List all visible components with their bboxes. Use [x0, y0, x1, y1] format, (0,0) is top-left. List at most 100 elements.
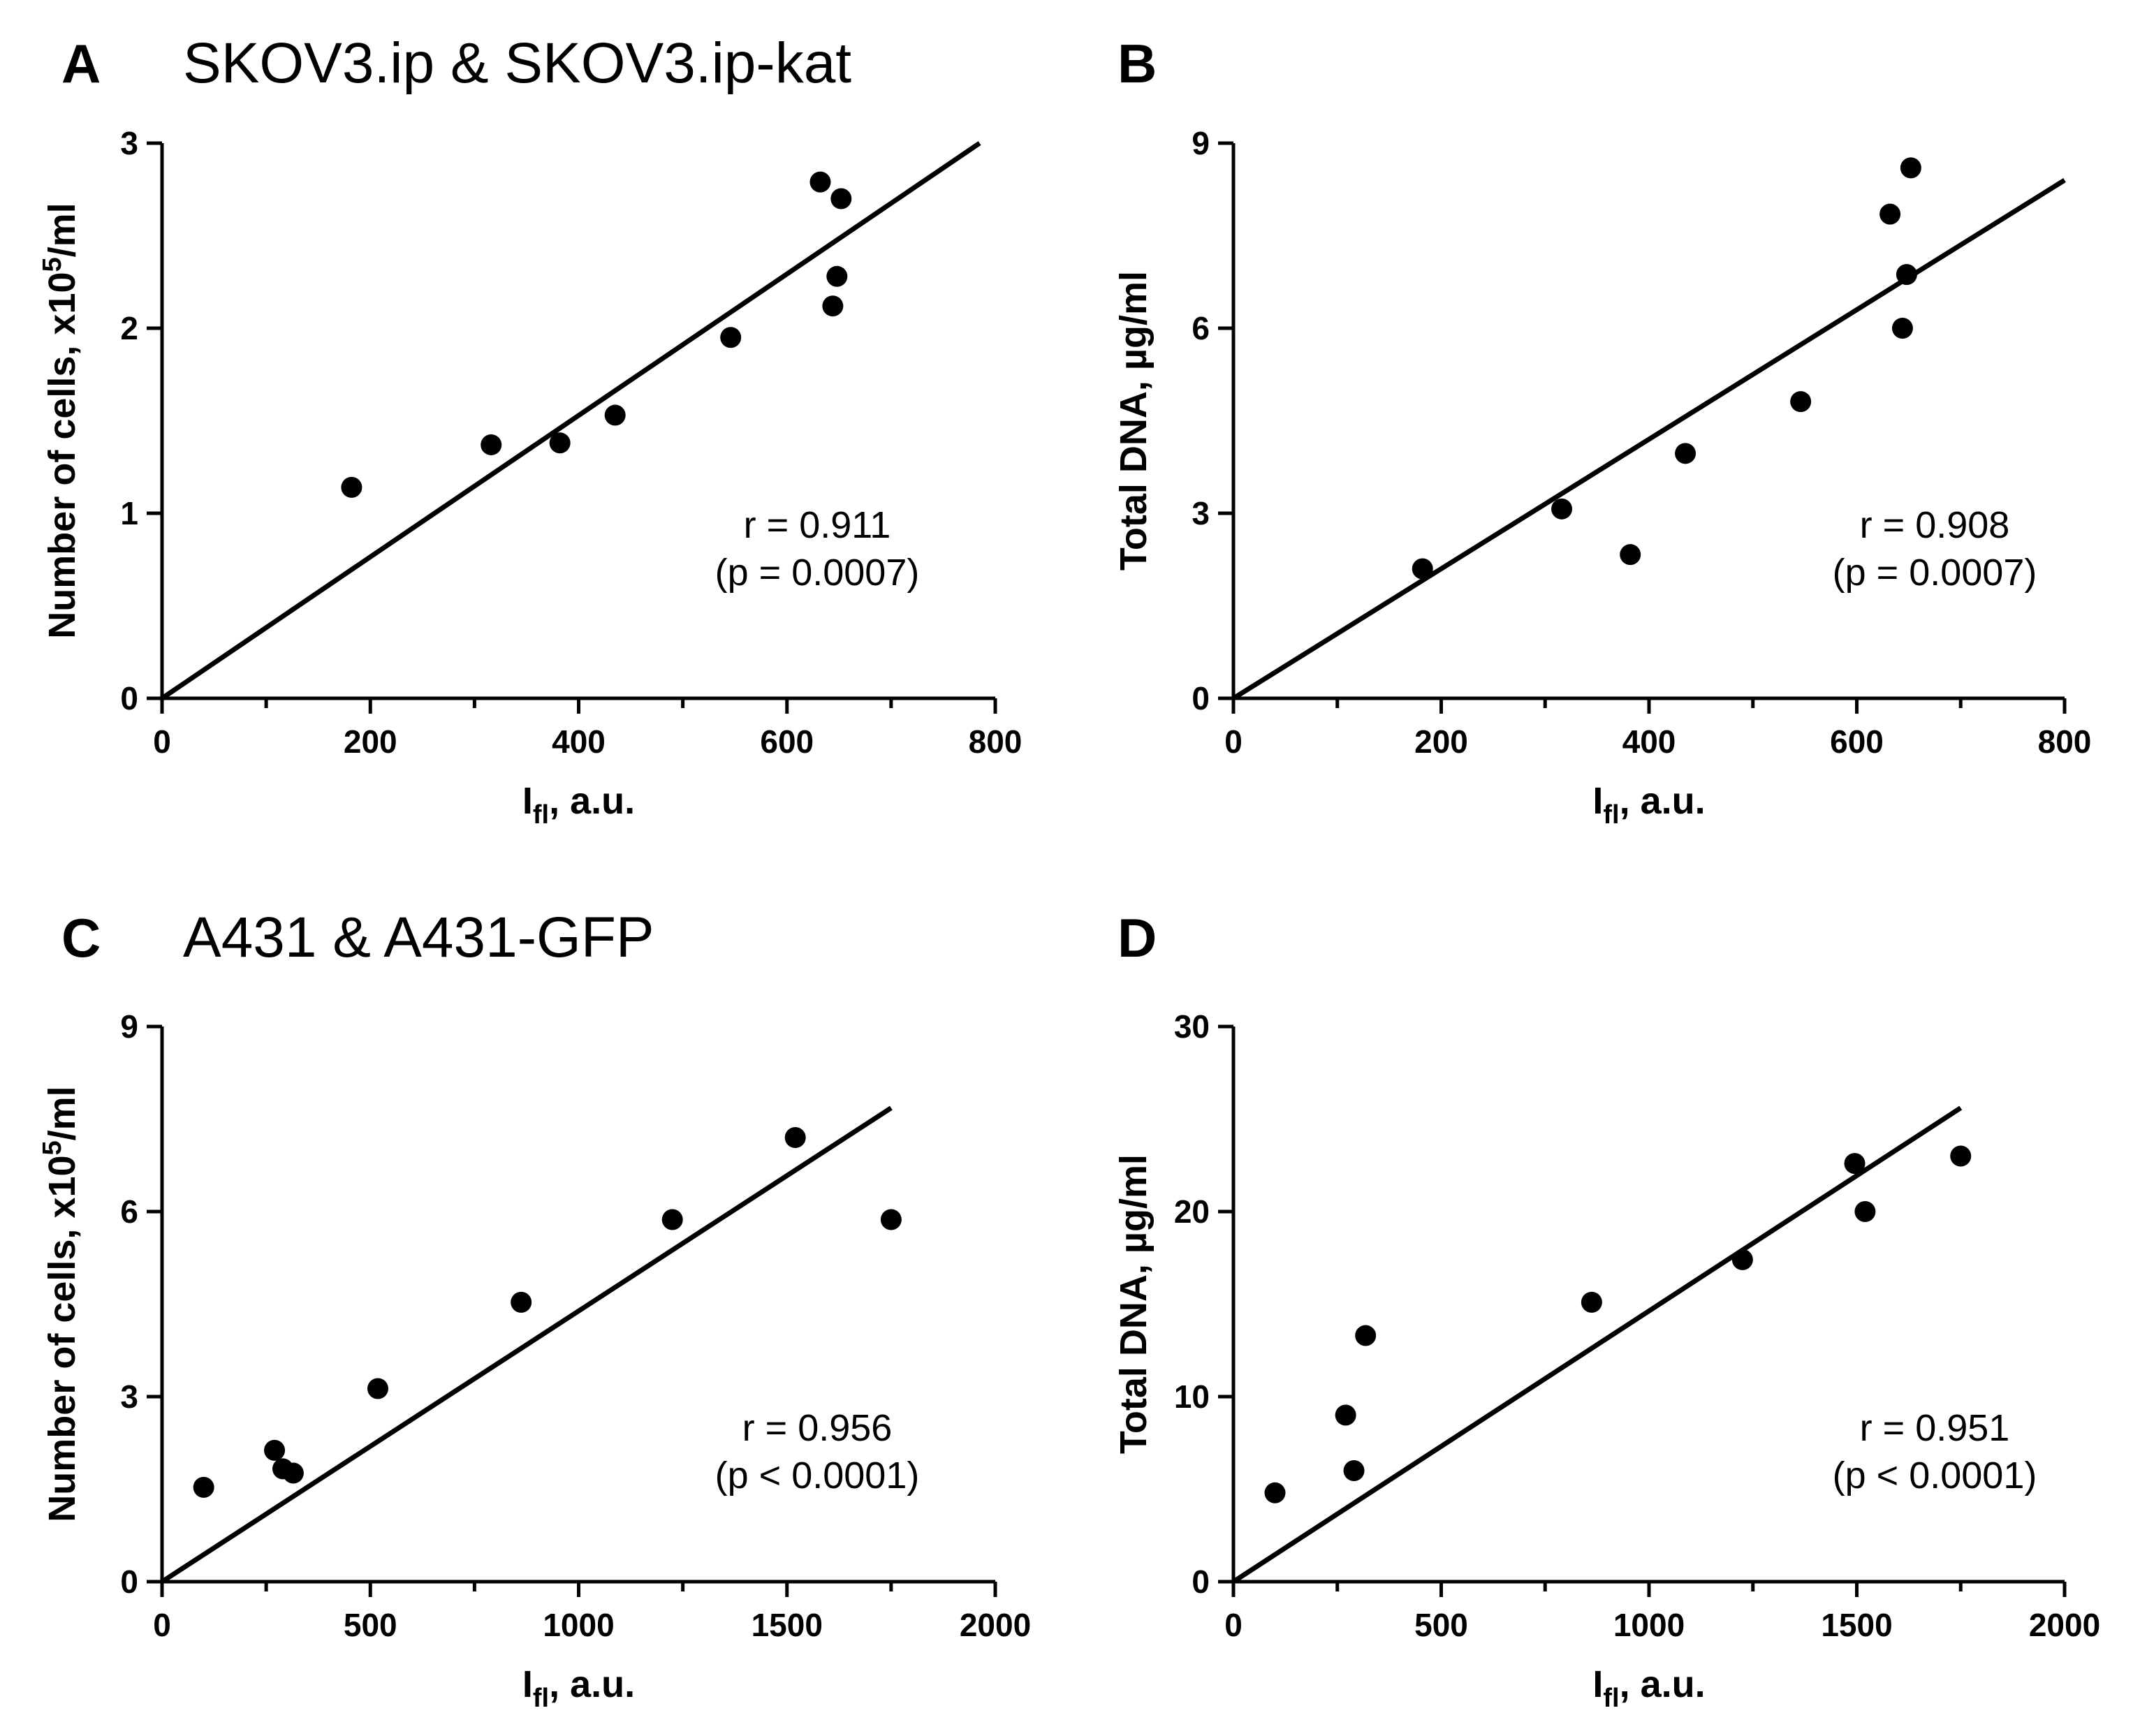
y-label-rest-a: /ml [41, 203, 83, 257]
data-point-d [1581, 1291, 1602, 1313]
y-label-sup-c: 5 [38, 1140, 67, 1155]
x-label-rest-d: , a.u. [1620, 1663, 1706, 1705]
x-tick-label-b: 0 [1224, 723, 1243, 760]
x-axis-label-b: Ifl, a.u. [1592, 780, 1705, 830]
x-tick-label-c: 1500 [752, 1607, 823, 1643]
data-point-d [1264, 1482, 1286, 1503]
y-label-main-d: Total DNA, µg/ml [1113, 1154, 1155, 1454]
x-label-main-b: I [1592, 780, 1603, 822]
x-tick-label-d: 500 [1414, 1607, 1468, 1643]
y-tick-label-c: 6 [120, 1193, 138, 1230]
regression-line-c [161, 1105, 893, 1584]
y-axis-label-d: Total DNA, µg/ml [1113, 1154, 1155, 1454]
data-point-b [1790, 391, 1812, 413]
regression-line-d [1232, 1105, 1963, 1584]
x-label-sub-a: fl [533, 800, 549, 830]
x-tick-label-d: 1500 [1821, 1607, 1892, 1643]
x-axis-label-a: Ifl, a.u. [522, 780, 635, 830]
y-tick-label-a: 3 [120, 125, 138, 161]
data-point-b [1551, 498, 1573, 520]
data-point-a [341, 476, 362, 498]
x-tick-label-b: 200 [1414, 723, 1468, 760]
x-tick-label-a: 800 [969, 723, 1023, 760]
y-tick-label-a: 1 [120, 495, 138, 531]
data-point-a [549, 432, 571, 454]
x-tick-label-c: 0 [153, 1607, 171, 1643]
chart-title-c: A431 & A431-GFP [183, 906, 654, 969]
data-point-c [282, 1462, 304, 1484]
data-point-c [264, 1439, 286, 1461]
x-tick-label-c: 2000 [960, 1607, 1031, 1643]
x-tick-label-a: 400 [552, 723, 606, 760]
data-point-c [511, 1291, 532, 1313]
x-label-rest-c: , a.u. [549, 1663, 635, 1705]
panel-c: C A431 & A431-GFP 0 500 1000 1500 2000 0 3 6 9 Ifl,… [38, 906, 1031, 1713]
panel-letter-c: C [61, 907, 101, 969]
y-tick-label-b: 0 [1192, 680, 1210, 716]
data-point-a [822, 295, 844, 317]
y-axis-label-a: Number of cells, x105/ml [38, 203, 83, 638]
data-point-b [1675, 443, 1696, 464]
stats-annotation-d: r = 0.951 [1860, 1407, 2010, 1449]
x-label-sub-b: fl [1603, 800, 1619, 830]
stats-annotation-b: (p = 0.0007) [1833, 552, 2037, 594]
y-label-rest-c: /ml [41, 1086, 83, 1140]
panel-a: A SKOV3.ip & SKOV3.ip-kat 0 200 400 600 800 0 1 2… [38, 31, 1022, 830]
x-label-rest-a: , a.u. [549, 780, 635, 822]
stats-annotation-c: (p < 0.0001) [715, 1455, 920, 1496]
y-tick-label-b: 6 [1192, 310, 1210, 346]
data-point-a [481, 434, 502, 455]
data-point-d [1950, 1145, 1972, 1167]
x-label-main-c: I [522, 1663, 533, 1705]
panel-letter-b: B [1117, 33, 1157, 94]
x-axis-label-d: Ifl, a.u. [1592, 1663, 1705, 1713]
panel-letter-d: D [1117, 907, 1157, 969]
chart-title-a: SKOV3.ip & SKOV3.ip-kat [183, 31, 851, 95]
y-tick-label-d: 20 [1174, 1193, 1210, 1230]
y-label-main-c: Number of cells, x10 [41, 1155, 83, 1522]
data-point-a [826, 265, 848, 287]
y-axis-label-c: Number of cells, x105/ml [38, 1086, 83, 1522]
data-point-a [809, 171, 831, 193]
data-point-d [1844, 1153, 1866, 1175]
panel-d: D 0 500 1000 1500 2000 0 10 20 30 Ifl, a.u. Total D… [1113, 907, 2100, 1713]
x-tick-label-a: 0 [153, 723, 171, 760]
data-point-d [1731, 1249, 1753, 1270]
data-point-b [1879, 203, 1901, 225]
data-point-a [604, 404, 626, 426]
x-label-main-d: I [1592, 1663, 1603, 1705]
x-tick-label-b: 400 [1622, 723, 1676, 760]
data-point-d [1854, 1201, 1876, 1222]
x-tick-label-c: 1000 [543, 1607, 614, 1643]
stats-annotation-a: r = 0.911 [744, 504, 891, 546]
data-point-a [720, 327, 742, 348]
y-tick-label-d: 0 [1192, 1564, 1210, 1600]
y-label-main-a: Number of cells, x10 [41, 272, 83, 638]
regression-line-b [1232, 178, 2066, 700]
data-point-c [367, 1378, 388, 1399]
y-tick-label-c: 3 [120, 1378, 138, 1415]
data-point-c [193, 1476, 214, 1498]
panel-b: B 0 200 400 600 800 0 3 6 9 Ifl, a.u. Total DNA, µg… [1113, 33, 2091, 830]
y-label-sup-a: 5 [38, 257, 67, 272]
data-point-b [1412, 558, 1433, 580]
data-point-c [784, 1127, 806, 1148]
x-tick-label-d: 2000 [2029, 1607, 2100, 1643]
y-axis-label-b: Total DNA, µg/ml [1113, 271, 1155, 571]
data-point-b [1891, 318, 1913, 339]
x-label-sub-c: fl [533, 1684, 549, 1713]
x-tick-label-b: 600 [1830, 723, 1884, 760]
data-point-d [1335, 1404, 1356, 1426]
x-label-rest-b: , a.u. [1620, 780, 1706, 822]
y-tick-label-a: 2 [120, 310, 138, 346]
panel-letter-a: A [61, 33, 101, 94]
x-tick-label-b: 800 [2038, 723, 2092, 760]
data-point-c [661, 1209, 683, 1230]
x-tick-label-c: 500 [344, 1607, 397, 1643]
y-tick-label-b: 9 [1192, 125, 1210, 161]
data-point-d [1343, 1460, 1365, 1481]
y-tick-label-a: 0 [120, 680, 138, 716]
x-tick-label-d: 1000 [1613, 1607, 1685, 1643]
y-tick-label-b: 3 [1192, 495, 1210, 531]
